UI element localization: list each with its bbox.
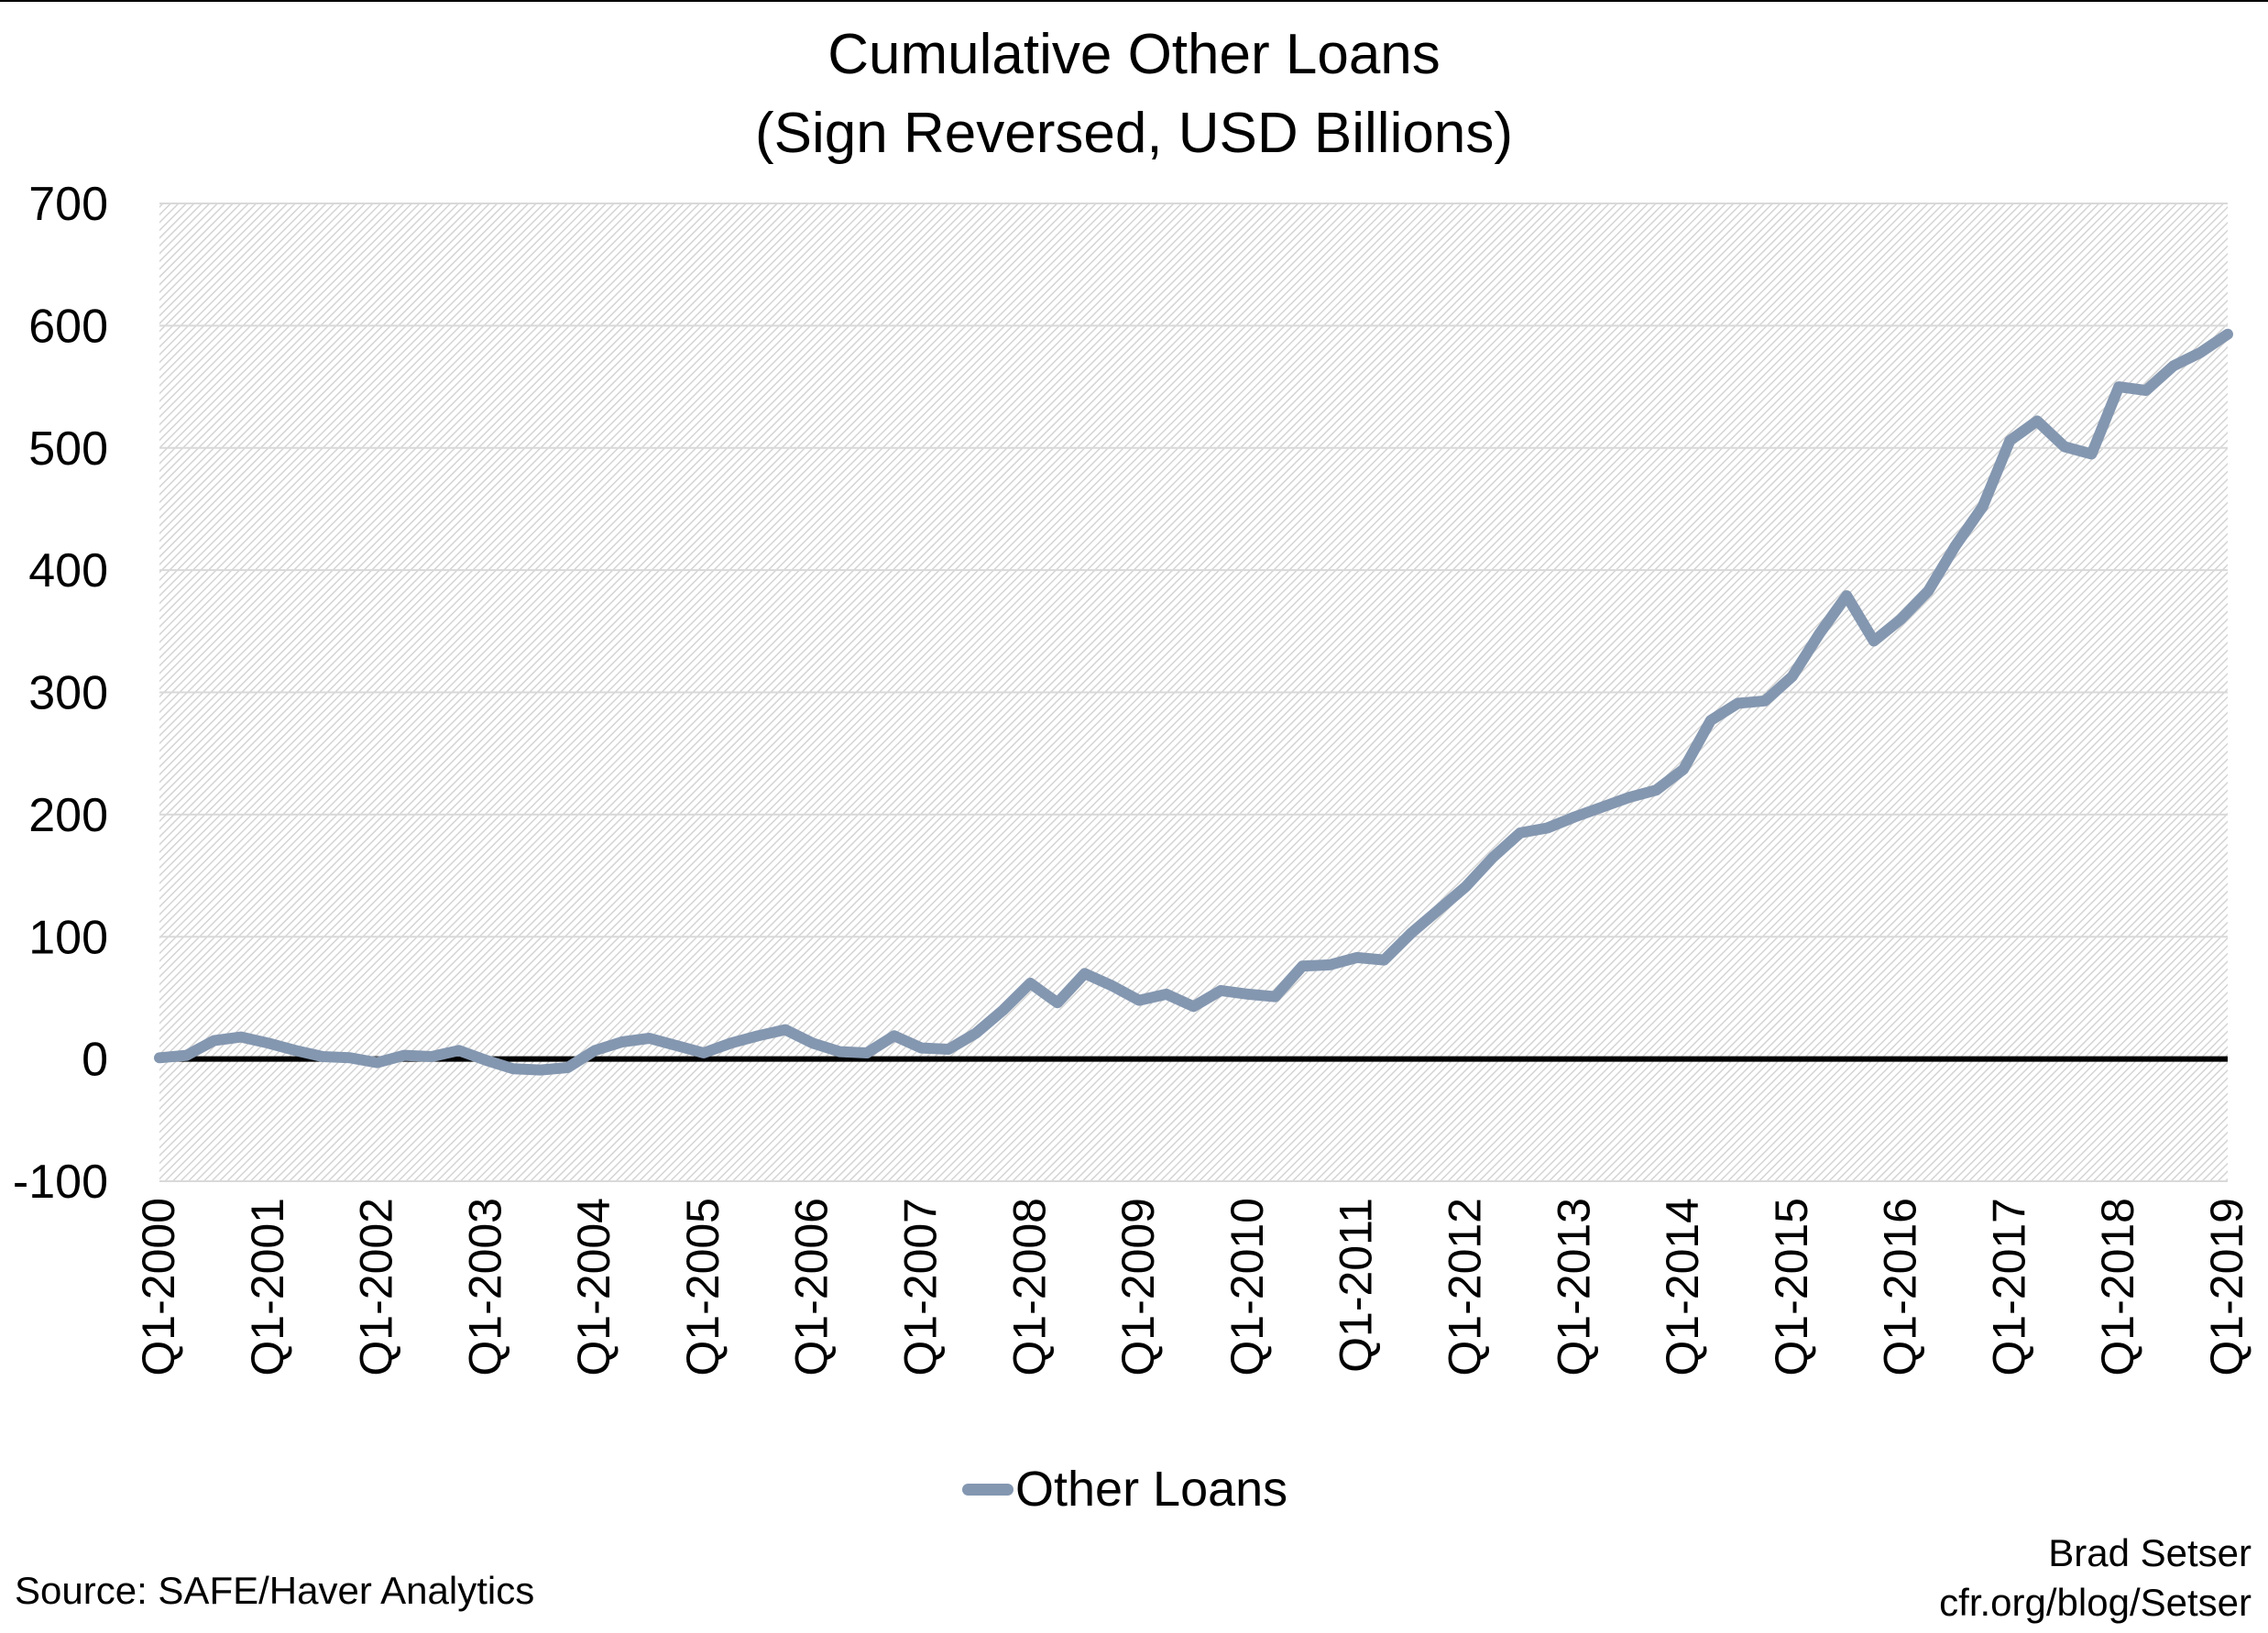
credit-url: cfr.org/blog/Setser xyxy=(1939,1581,2252,1624)
x-tick-label: Q1-2002 xyxy=(351,1198,402,1376)
y-tick-label: -100 xyxy=(13,1156,108,1209)
x-tick-label: Q1-2017 xyxy=(1983,1198,2034,1376)
y-tick-label: 400 xyxy=(28,544,108,597)
x-tick-label: Q1-2004 xyxy=(568,1198,619,1376)
y-tick-label: 100 xyxy=(28,911,108,964)
x-tick-label: Q1-2003 xyxy=(459,1198,510,1376)
legend-label: Other Loans xyxy=(1015,1462,1288,1517)
y-tick-label: 600 xyxy=(28,300,108,353)
x-tick-label: Q1-2009 xyxy=(1112,1198,1164,1376)
x-tick-label: Q1-2011 xyxy=(1331,1198,1382,1373)
y-tick-label: 0 xyxy=(82,1034,108,1087)
legend: Other Loans xyxy=(962,1457,1287,1521)
y-tick-label: 500 xyxy=(28,422,108,476)
x-tick-label: Q1-2008 xyxy=(1003,1198,1055,1376)
x-tick-label: Q1-2010 xyxy=(1222,1198,1273,1376)
x-tick-label: Q1-2015 xyxy=(1766,1198,1817,1376)
x-tick-label: Q1-2000 xyxy=(133,1198,184,1376)
x-tick-label: Q1-2007 xyxy=(895,1198,947,1376)
legend-line-swatch-icon xyxy=(962,1483,1013,1496)
x-tick-label: Q1-2019 xyxy=(2201,1198,2252,1376)
x-tick-label: Q1-2018 xyxy=(2092,1198,2143,1376)
y-axis: -100 0 100 200 300 400 500 600 700 xyxy=(13,178,108,1209)
y-tick-label: 200 xyxy=(28,789,108,842)
x-tick-label: Q1-2013 xyxy=(1548,1198,1599,1376)
x-tick-label: Q1-2006 xyxy=(786,1198,838,1376)
x-tick-label: Q1-2016 xyxy=(1875,1198,1926,1376)
x-tick-label: Q1-2001 xyxy=(242,1198,293,1376)
chart-title: Cumulative Other Loans xyxy=(827,23,1441,86)
y-tick-label: 300 xyxy=(28,667,108,720)
x-tick-label: Q1-2005 xyxy=(677,1198,729,1376)
series-line-other-loans xyxy=(154,328,2233,1076)
y-tick-label: 700 xyxy=(28,178,108,231)
credit: Brad Setser cfr.org/blog/Setser xyxy=(1939,1529,2252,1628)
x-axis: Q1-2000 Q1-2001 Q1-2002 Q1-2003 Q1-2004 Q1-20… xyxy=(133,1198,2252,1376)
top-border xyxy=(0,0,2268,2)
x-tick-label: Q1-2012 xyxy=(1439,1198,1490,1376)
credit-author: Brad Setser xyxy=(2048,1531,2252,1574)
x-tick-label: Q1-2014 xyxy=(1657,1198,1708,1376)
plot-area xyxy=(154,203,2233,1182)
chart-subtitle: (Sign Reversed, USD Billions) xyxy=(755,102,1513,165)
source-note: Source: SAFE/Haver Analytics xyxy=(15,1569,535,1612)
